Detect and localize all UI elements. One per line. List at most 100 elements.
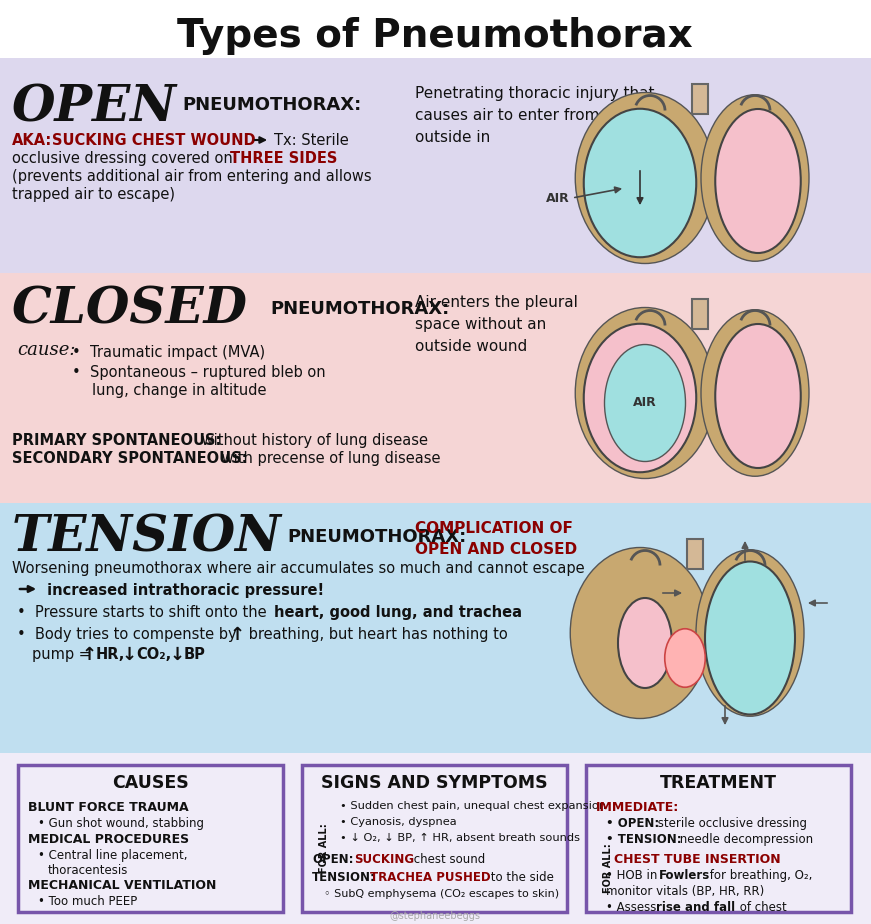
Text: TENSION: TENSION [12,513,282,562]
Ellipse shape [618,598,672,688]
Bar [0,503,871,753]
Text: Fowlers: Fowlers [659,869,710,882]
Text: heart, good lung, and trachea: heart, good lung, and trachea [274,605,522,620]
Text: cause:: cause: [17,341,76,359]
Text: rise and fall: rise and fall [656,901,735,914]
Text: without history of lung disease: without history of lung disease [197,433,428,448]
Bar [0,0,871,58]
Text: TENSION:: TENSION: [312,871,376,884]
Text: HR,: HR, [96,647,125,662]
Text: breathing, but heart has nothing to: breathing, but heart has nothing to [244,627,508,642]
Text: CO₂,: CO₂, [136,647,172,662]
Text: Air enters the pleural
space without an
outside wound: Air enters the pleural space without an … [415,295,577,355]
Text: PNEUMOTHORAX:: PNEUMOTHORAX: [182,96,361,114]
Text: • OPEN:: • OPEN: [606,817,659,830]
Text: with precense of lung disease: with precense of lung disease [217,451,441,466]
Text: Types of Pneumothorax: Types of Pneumothorax [177,17,692,55]
Ellipse shape [575,92,715,263]
Ellipse shape [696,550,804,716]
Text: • TENSION:: • TENSION: [606,833,682,846]
Text: •  Pressure starts to shift onto the: • Pressure starts to shift onto the [17,605,271,620]
Ellipse shape [604,345,685,461]
Text: for breathing, O₂,: for breathing, O₂, [706,869,813,882]
Text: THREE SIDES: THREE SIDES [230,151,337,166]
Text: of chest: of chest [736,901,787,914]
Text: chest sound: chest sound [410,853,485,866]
Text: OPEN: OPEN [12,84,177,133]
Text: thoracentesis: thoracentesis [48,864,128,877]
Text: • ↓ O₂, ↓ BP, ↑ HR, absent breath sounds: • ↓ O₂, ↓ BP, ↑ HR, absent breath sounds [340,833,580,843]
Text: ↑: ↑ [230,626,245,644]
Text: pump =: pump = [32,647,91,662]
Text: •  Traumatic impact (MVA): • Traumatic impact (MVA) [72,345,265,360]
Ellipse shape [584,323,696,472]
Text: Tx: Sterile: Tx: Sterile [274,133,348,148]
Ellipse shape [571,548,710,719]
Text: SECONDARY SPONTANEOUS:: SECONDARY SPONTANEOUS: [12,451,247,466]
Text: COMPLICATION OF
OPEN AND CLOSED: COMPLICATION OF OPEN AND CLOSED [415,521,577,557]
Text: @stephaneebeggs: @stephaneebeggs [389,911,481,921]
Text: needle decompression: needle decompression [676,833,814,846]
Text: CAUSES: CAUSES [112,774,189,792]
Text: MECHANICAL VENTILATION: MECHANICAL VENTILATION [28,879,216,892]
Text: FOR ALL:: FOR ALL: [319,823,329,873]
Text: •  Spontaneous – ruptured bleb on: • Spontaneous – ruptured bleb on [72,365,326,380]
Text: SUCKING CHEST WOUND: SUCKING CHEST WOUND [52,133,255,148]
Text: • Sudden chest pain, unequal chest expansion: • Sudden chest pain, unequal chest expan… [340,801,606,811]
Text: ↑: ↑ [82,646,98,664]
Ellipse shape [584,109,696,257]
Bar [692,298,708,329]
Text: increased intrathoracic pressure!: increased intrathoracic pressure! [42,583,324,598]
Text: CLOSED: CLOSED [12,285,248,334]
Ellipse shape [701,310,809,476]
Text: SIGNS AND SYMPTOMS: SIGNS AND SYMPTOMS [321,774,548,792]
Bar [586,765,851,912]
Bar [0,273,871,503]
Text: TREATMENT: TREATMENT [660,774,777,792]
Text: IMMEDIATE:: IMMEDIATE: [596,801,679,814]
Text: to the side: to the side [487,871,554,884]
Text: BLUNT FORCE TRAUMA: BLUNT FORCE TRAUMA [28,801,189,814]
Text: • Central line placement,: • Central line placement, [38,849,187,862]
Text: CHEST TUBE INSERTION: CHEST TUBE INSERTION [614,853,780,866]
Ellipse shape [665,628,706,687]
Ellipse shape [705,562,795,714]
Text: Penetrating thoracic injury that
causes air to enter from the
outside in: Penetrating thoracic injury that causes … [415,86,654,145]
Bar [0,753,871,924]
Text: FOR ALL:: FOR ALL: [603,843,613,893]
Text: PNEUMOTHORAX:: PNEUMOTHORAX: [287,528,466,546]
Text: PRIMARY SPONTANEOUS:: PRIMARY SPONTANEOUS: [12,433,221,448]
Bar [18,765,283,912]
Text: ◦ SubQ emphysema (CO₂ escapes to skin): ◦ SubQ emphysema (CO₂ escapes to skin) [324,889,559,899]
Bar [692,83,708,114]
Text: occlusive dressing covered on: occlusive dressing covered on [12,151,233,166]
Text: TRACHEA PUSHED: TRACHEA PUSHED [370,871,490,884]
Ellipse shape [701,95,809,261]
Ellipse shape [715,324,800,468]
Text: • Cyanosis, dyspnea: • Cyanosis, dyspnea [340,817,456,827]
Text: • Assess: • Assess [606,901,660,914]
Text: Worsening pneumothorax where air accumulates so much and cannot escape: Worsening pneumothorax where air accumul… [12,561,584,576]
Bar [687,539,703,568]
Text: MEDICAL PROCEDURES: MEDICAL PROCEDURES [28,833,189,846]
Text: trapped air to escape): trapped air to escape) [12,187,175,202]
Text: SUCKING: SUCKING [354,853,414,866]
Text: • HOB in: • HOB in [606,869,658,882]
Ellipse shape [715,109,800,253]
Text: (prevents additional air from entering and allows: (prevents additional air from entering a… [12,169,372,184]
Text: monitor vitals (BP, HR, RR): monitor vitals (BP, HR, RR) [606,885,764,898]
Text: PNEUMOTHORAX:: PNEUMOTHORAX: [270,300,449,318]
Text: AIR: AIR [633,396,657,409]
Text: OPEN:: OPEN: [312,853,354,866]
Text: AIR: AIR [546,191,570,204]
Text: ↓: ↓ [170,646,186,664]
Text: ↓: ↓ [122,646,137,664]
Text: •  Body tries to compenste by: • Body tries to compenste by [17,627,237,642]
Text: sterile occlusive dressing: sterile occlusive dressing [654,817,807,830]
Text: AKA:: AKA: [12,133,52,148]
Text: BP: BP [184,647,206,662]
Ellipse shape [575,308,715,479]
Bar [302,765,567,912]
Text: lung, change in altitude: lung, change in altitude [92,383,267,398]
Bar [0,58,871,273]
